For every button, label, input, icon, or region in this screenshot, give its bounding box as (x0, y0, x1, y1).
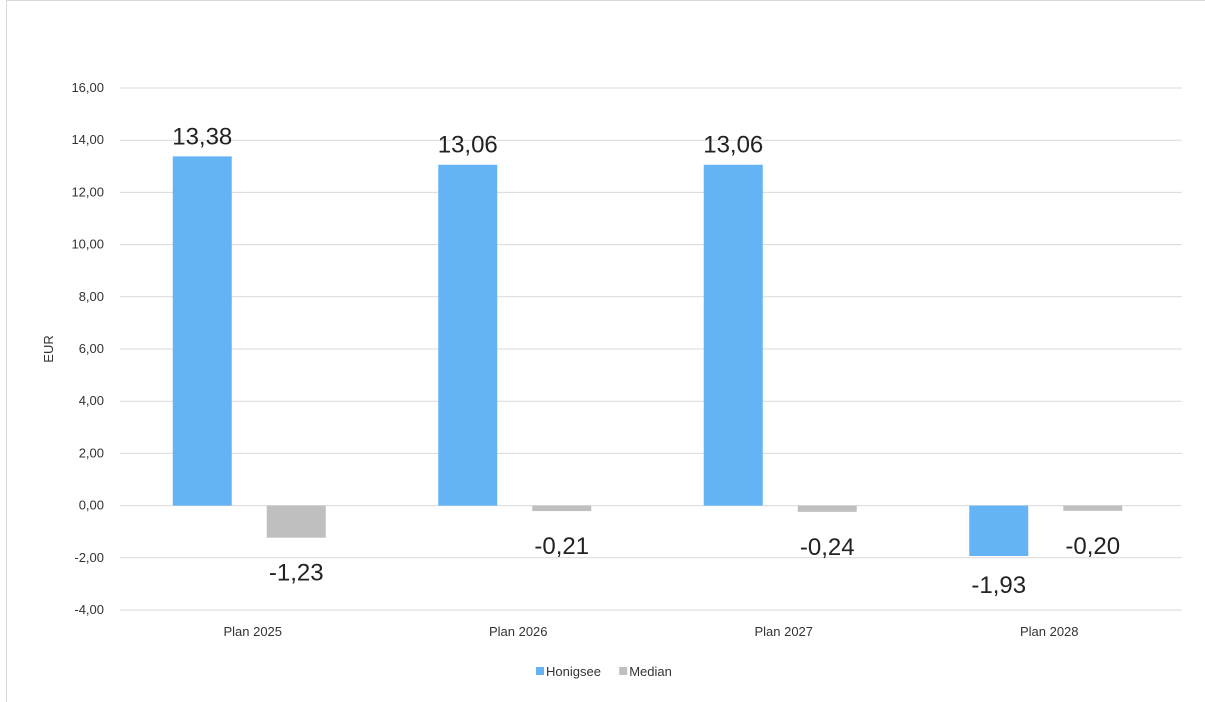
bar-median-plan-2025 (266, 505, 326, 538)
bar-honigsee-plan-2028 (969, 505, 1029, 556)
data-label: -0,20 (1065, 533, 1120, 560)
bars (172, 156, 1123, 556)
y-tick-label: 16,00 (71, 80, 104, 95)
x-tick-label: Plan 2025 (223, 624, 282, 639)
y-tick-label: 6,00 (79, 341, 104, 356)
y-tick-label: 14,00 (71, 132, 104, 147)
data-labels: 13,38 -1,23 13,06 -0,21 13,06 -0,24 -1,93 -0,20 (172, 123, 1120, 599)
data-label: -1,23 (269, 560, 324, 587)
data-label: -0,21 (534, 533, 589, 560)
bar-honigsee-plan-2025 (172, 156, 232, 506)
x-tick-label: Plan 2028 (1020, 624, 1079, 639)
y-tick-label: 10,00 (71, 237, 104, 252)
y-tick-label: -2,00 (74, 550, 104, 565)
bar-median-plan-2028 (1063, 505, 1123, 511)
y-tick-label: 8,00 (79, 289, 104, 304)
y-tick-label: 2,00 (79, 445, 104, 460)
y-tick-label: 12,00 (71, 184, 104, 199)
bar-median-plan-2027 (797, 505, 857, 512)
data-label: 13,06 (438, 132, 498, 159)
bar-honigsee-plan-2027 (703, 164, 763, 506)
legend-swatch-median (619, 667, 628, 675)
x-tick-label: Plan 2026 (489, 624, 548, 639)
legend-label-honigsee: Honigsee (546, 664, 601, 679)
y-axis-ticks: 16,00 14,00 12,00 10,00 8,00 6,00 4,00 2,00 0,00… (71, 80, 104, 617)
bar-honigsee-plan-2026 (438, 164, 498, 506)
legend-label-median: Median (629, 664, 672, 679)
y-tick-label: 4,00 (79, 393, 104, 408)
legend-swatch-honigsee (536, 667, 544, 675)
chart-frame (6, 0, 1205, 702)
y-axis-label: EUR (41, 335, 56, 362)
y-tick-label: 0,00 (79, 498, 104, 513)
x-tick-label: Plan 2027 (754, 624, 813, 639)
data-label: 13,06 (703, 132, 763, 159)
x-axis-ticks: Plan 2025 Plan 2026 Plan 2027 Plan 2028 (223, 624, 1078, 639)
legend: Honigsee Median (536, 664, 672, 679)
data-label: -0,24 (800, 534, 855, 561)
y-tick-label: -4,00 (74, 602, 104, 617)
data-label: 13,38 (172, 123, 232, 150)
data-label: -1,93 (971, 572, 1026, 599)
gridlines (120, 87, 1182, 611)
bar-median-plan-2026 (532, 505, 592, 512)
